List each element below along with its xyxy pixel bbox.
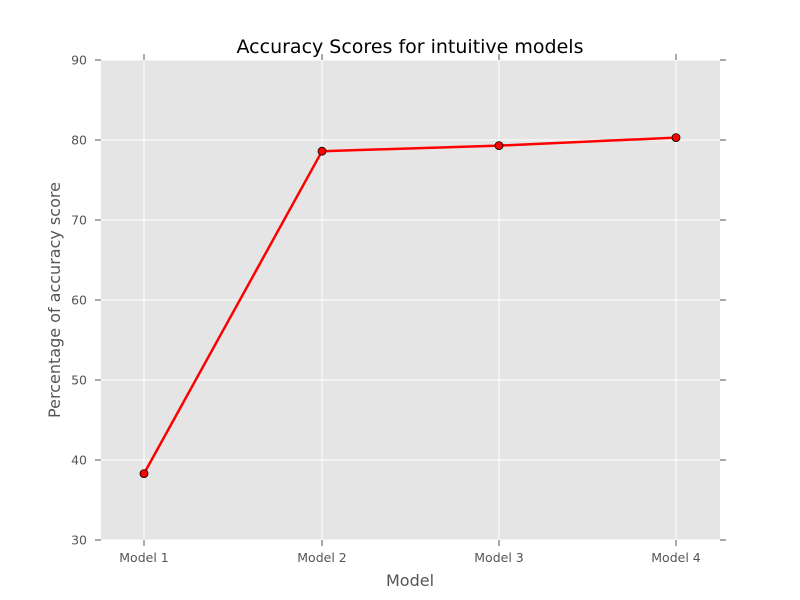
series-line <box>142 136 677 475</box>
x-tick-label: Model 2 <box>297 550 346 565</box>
y-tick-label: 60 <box>71 293 87 308</box>
data-point <box>494 141 504 151</box>
chart-title: Accuracy Scores for intuitive models <box>237 36 584 58</box>
x-tick-label: Model 3 <box>474 550 523 565</box>
data-point <box>671 133 681 143</box>
tick-labels: 30 40 50 60 70 80 90 Model 1 Model 2 Model 3 Model… <box>71 53 701 566</box>
x-tick-label: Model 4 <box>651 550 701 565</box>
y-tick-label: 50 <box>71 373 87 388</box>
x-tick-label: Model 1 <box>119 550 168 565</box>
series-layer <box>139 133 681 479</box>
y-tick-label: 70 <box>71 213 87 228</box>
grid-lines <box>101 59 720 541</box>
y-tick-label: 80 <box>71 133 87 148</box>
x-axis-label: Model <box>386 571 434 590</box>
y-tick-label: 90 <box>71 53 87 68</box>
y-tick-label: 30 <box>71 533 87 548</box>
data-point <box>139 469 149 479</box>
data-point <box>317 146 327 156</box>
y-tick-label: 40 <box>71 453 87 468</box>
y-axis-label: Percentage of accuracy score <box>45 182 64 418</box>
axis-ticks <box>95 54 726 546</box>
